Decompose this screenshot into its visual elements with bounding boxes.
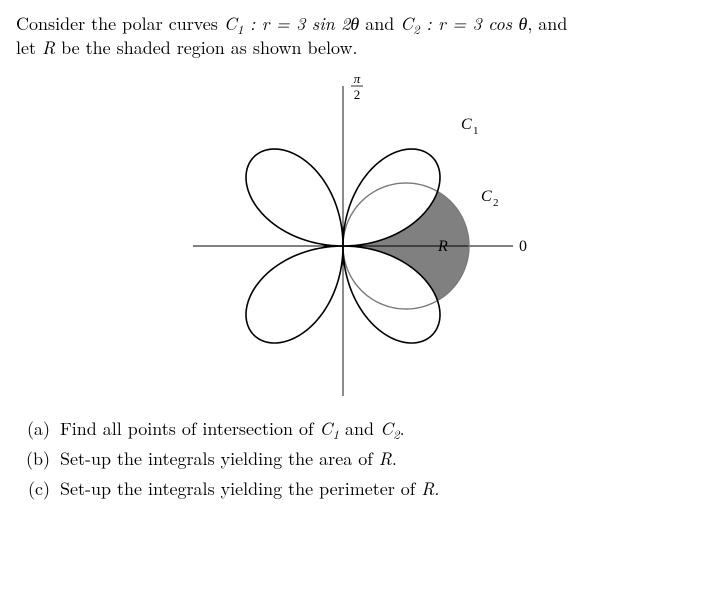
part-b-label: (b): [16, 447, 60, 471]
polar-plot: C1C2R0π2: [183, 71, 543, 401]
svg-text:C: C: [461, 116, 472, 133]
R-sym: R: [42, 35, 55, 60]
part-c-label: (c): [16, 477, 60, 501]
svg-text:1: 1: [473, 125, 479, 137]
part-b: (b) Set-up the integrals yielding the ar…: [16, 447, 709, 471]
c2-sub: 2: [413, 19, 420, 38]
c1-sym: C: [224, 11, 237, 36]
pa-c1: C: [320, 416, 333, 441]
part-a: (a) Find all points of intersection of C…: [16, 417, 709, 441]
svg-text:0: 0: [519, 238, 527, 255]
part-a-label: (a): [16, 417, 60, 441]
pa-c2: C: [380, 416, 393, 441]
intro2-post: be the shaded region as shown below.: [55, 35, 357, 60]
pb-pre: Set-up the integrals yielding the area o…: [60, 446, 379, 471]
questions-list: (a) Find all points of intersection of C…: [16, 417, 709, 502]
and1: and: [359, 11, 400, 36]
part-c-body: Set-up the integrals yielding the perime…: [60, 477, 709, 501]
part-a-body: Find all points of intersection of C1 an…: [60, 417, 709, 441]
c2-sym: C: [400, 11, 413, 36]
svg-text:π: π: [353, 71, 360, 86]
part-a-pre: Find all points of intersection of: [60, 416, 320, 441]
svg-text:2: 2: [353, 87, 360, 102]
pa-c2s: 2: [393, 424, 400, 443]
pa-mid: and: [339, 416, 380, 441]
c1-eq: : r = 3 sin 2θ: [243, 11, 359, 36]
problem-statement: Consider the polar curves C1 : r = 3 sin…: [16, 12, 709, 61]
intro-pre: Consider the polar curves: [16, 11, 224, 36]
svg-text:2: 2: [493, 197, 499, 209]
pb-R: R: [379, 446, 392, 471]
part-b-body: Set-up the integrals yielding the area o…: [60, 447, 709, 471]
comma-and: , and: [527, 11, 567, 36]
intro2-pre: let: [16, 35, 42, 60]
c2-eq: : r = 3 cos θ: [420, 11, 528, 36]
svg-text:R: R: [437, 238, 448, 255]
pb-end: .: [392, 446, 397, 471]
c1-sub: 1: [237, 19, 244, 38]
part-c: (c) Set-up the integrals yielding the pe…: [16, 477, 709, 501]
pc-R: R: [421, 476, 434, 501]
figure: C1C2R0π2: [16, 71, 709, 401]
pc-pre: Set-up the integrals yielding the perime…: [60, 476, 421, 501]
pa-c1s: 1: [332, 424, 339, 443]
pc-end: .: [434, 476, 439, 501]
svg-text:C: C: [481, 188, 492, 205]
pa-end: .: [400, 416, 405, 441]
